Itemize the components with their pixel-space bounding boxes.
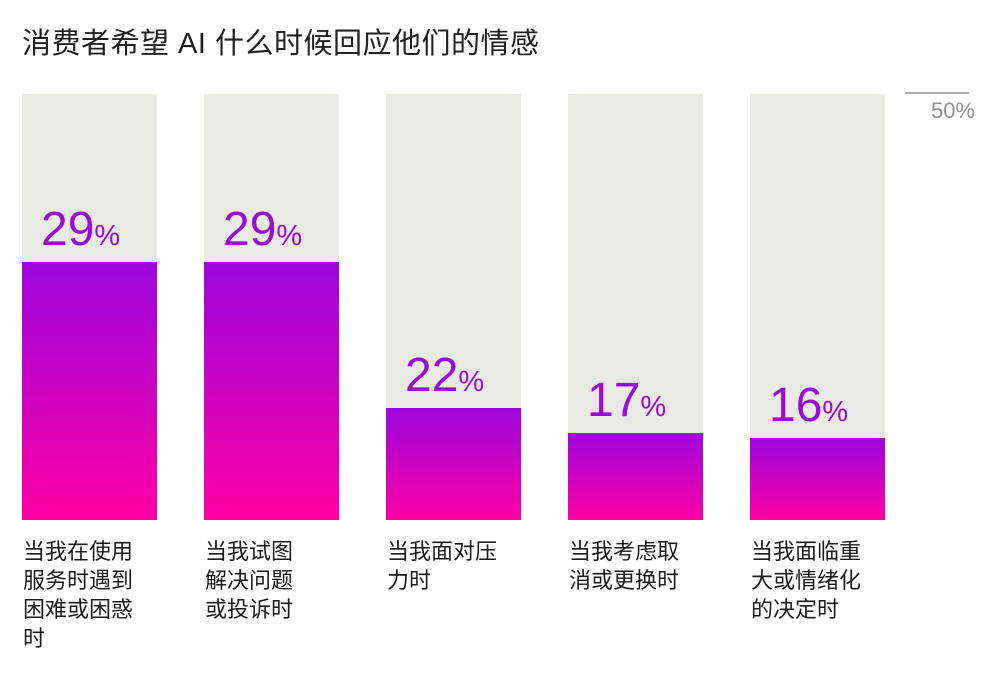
bar-value-suffix: % [94,220,121,252]
axis-max-label: 50% [930,98,975,123]
bar-track: 29% [204,94,339,520]
bar-value-number: 29 [223,203,277,256]
bar-fill [386,408,521,520]
bar-value-label: 16% [769,382,848,430]
bar-value-number: 29 [41,203,95,256]
bar-fill [750,438,885,520]
bar-category-label: 当我考虑取 消或更换时 [569,539,680,593]
chart-title: 消费者希望 AI 什么时候回应他们的情感 [22,28,540,60]
bar-category-label: 当我面对压 力时 [387,539,498,593]
bar-fill [568,433,703,520]
bar-value-label: 29% [223,206,302,254]
bar-value-number: 16 [769,379,823,432]
bar-category-label: 当我面临重 大或情绪化 的决定时 [751,539,862,622]
bar-value-label: 22% [405,352,484,400]
bar-value-suffix: % [458,366,485,398]
bar-value-suffix: % [822,396,849,428]
bar-value-label: 17% [587,377,666,425]
bar-value-suffix: % [640,391,667,423]
bar-value-suffix: % [276,220,303,252]
axis-max-marker: 50% [905,92,975,124]
bar-fill [22,262,157,520]
bar-value-number: 17 [587,374,641,427]
bar-category-label: 当我在使用 服务时遇到 困难或困惑时 [23,539,134,651]
bar-track: 17% [568,94,703,520]
bar-fill [204,262,339,520]
bar-track: 22% [386,94,521,520]
bar-track: 16% [750,94,885,520]
bar-track: 29% [22,94,157,520]
bar-category-label: 当我试图 解决问题 或投诉时 [205,539,294,622]
bar-value-label: 29% [41,206,120,254]
bar-value-number: 22 [405,349,459,402]
